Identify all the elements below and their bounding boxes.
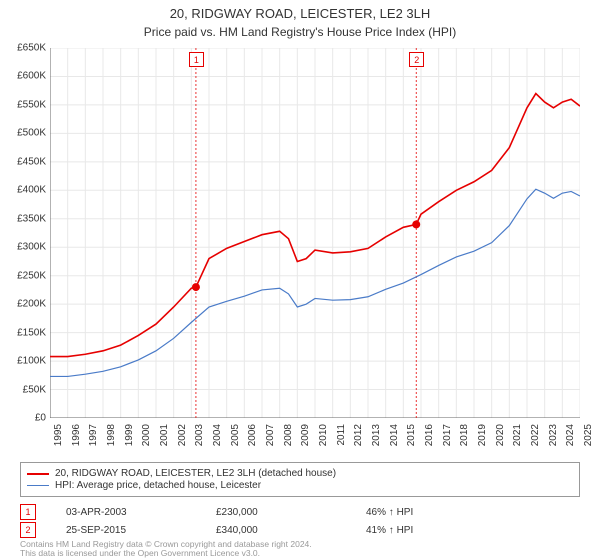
x-tick-label: 2011 xyxy=(336,424,347,454)
x-tick-label: 2025 xyxy=(583,424,594,454)
page-subtitle: Price paid vs. HM Land Registry's House … xyxy=(0,21,600,45)
x-tick-label: 2002 xyxy=(177,424,188,454)
x-tick-label: 2008 xyxy=(283,424,294,454)
legend-item: HPI: Average price, detached house, Leic… xyxy=(27,480,573,491)
sales-table: 1 03-APR-2003 £230,000 46% ↑ HPI 2 25-SE… xyxy=(20,502,580,540)
sale-date: 03-APR-2003 xyxy=(66,507,186,518)
x-tick-label: 2018 xyxy=(459,424,470,454)
y-tick-label: £150K xyxy=(2,327,46,338)
x-tick-label: 1997 xyxy=(88,424,99,454)
x-tick-label: 2021 xyxy=(512,424,523,454)
sale-marker-badge: 1 xyxy=(20,504,36,520)
y-tick-label: £650K xyxy=(2,43,46,54)
sale-marker-badge: 2 xyxy=(20,522,36,538)
x-tick-label: 2000 xyxy=(141,424,152,454)
table-row: 2 25-SEP-2015 £340,000 41% ↑ HPI xyxy=(20,522,580,538)
y-tick-label: £600K xyxy=(2,71,46,82)
footer: Contains HM Land Registry data © Crown c… xyxy=(20,540,580,559)
footer-line: This data is licensed under the Open Gov… xyxy=(20,549,580,558)
x-tick-label: 1996 xyxy=(71,424,82,454)
x-tick-label: 2010 xyxy=(318,424,329,454)
x-tick-label: 2017 xyxy=(442,424,453,454)
x-tick-label: 2001 xyxy=(159,424,170,454)
chart-area: £0£50K£100K£150K£200K£250K£300K£350K£400… xyxy=(50,48,580,418)
x-tick-label: 2003 xyxy=(194,424,205,454)
y-tick-label: £200K xyxy=(2,299,46,310)
chart-container: 20, RIDGWAY ROAD, LEICESTER, LE2 3LH Pri… xyxy=(0,0,600,560)
x-tick-label: 2022 xyxy=(530,424,541,454)
legend-swatch xyxy=(27,473,49,475)
x-tick-label: 2024 xyxy=(565,424,576,454)
sale-price: £340,000 xyxy=(216,525,336,536)
table-row: 1 03-APR-2003 £230,000 46% ↑ HPI xyxy=(20,504,580,520)
sale-date: 25-SEP-2015 xyxy=(66,525,186,536)
x-tick-label: 2007 xyxy=(265,424,276,454)
x-tick-label: 1995 xyxy=(53,424,64,454)
x-tick-label: 1998 xyxy=(106,424,117,454)
y-tick-label: £550K xyxy=(2,99,46,110)
chart-callout: 2 xyxy=(409,52,424,67)
x-tick-label: 2012 xyxy=(353,424,364,454)
x-tick-label: 2015 xyxy=(406,424,417,454)
sale-pct: 41% ↑ HPI xyxy=(366,525,486,536)
x-tick-label: 2004 xyxy=(212,424,223,454)
y-tick-label: £50K xyxy=(2,384,46,395)
x-tick-label: 2013 xyxy=(371,424,382,454)
sale-price: £230,000 xyxy=(216,507,336,518)
y-tick-label: £100K xyxy=(2,356,46,367)
line-chart xyxy=(50,48,580,418)
y-tick-label: £450K xyxy=(2,156,46,167)
y-tick-label: £250K xyxy=(2,270,46,281)
y-tick-label: £500K xyxy=(2,128,46,139)
legend: 20, RIDGWAY ROAD, LEICESTER, LE2 3LH (de… xyxy=(20,462,580,497)
x-tick-label: 2020 xyxy=(495,424,506,454)
y-tick-label: £350K xyxy=(2,213,46,224)
y-tick-label: £400K xyxy=(2,185,46,196)
y-tick-label: £300K xyxy=(2,242,46,253)
x-tick-label: 2014 xyxy=(389,424,400,454)
sale-pct: 46% ↑ HPI xyxy=(366,507,486,518)
x-tick-label: 2006 xyxy=(247,424,258,454)
chart-callout: 1 xyxy=(189,52,204,67)
legend-label: 20, RIDGWAY ROAD, LEICESTER, LE2 3LH (de… xyxy=(55,468,336,479)
legend-item: 20, RIDGWAY ROAD, LEICESTER, LE2 3LH (de… xyxy=(27,468,573,479)
x-tick-label: 2023 xyxy=(548,424,559,454)
x-tick-label: 2016 xyxy=(424,424,435,454)
legend-swatch xyxy=(27,485,49,486)
x-tick-label: 1999 xyxy=(124,424,135,454)
legend-label: HPI: Average price, detached house, Leic… xyxy=(55,480,261,491)
x-tick-label: 2005 xyxy=(230,424,241,454)
page-title: 20, RIDGWAY ROAD, LEICESTER, LE2 3LH xyxy=(0,0,600,21)
y-tick-label: £0 xyxy=(2,413,46,424)
x-tick-label: 2019 xyxy=(477,424,488,454)
x-tick-label: 2009 xyxy=(300,424,311,454)
